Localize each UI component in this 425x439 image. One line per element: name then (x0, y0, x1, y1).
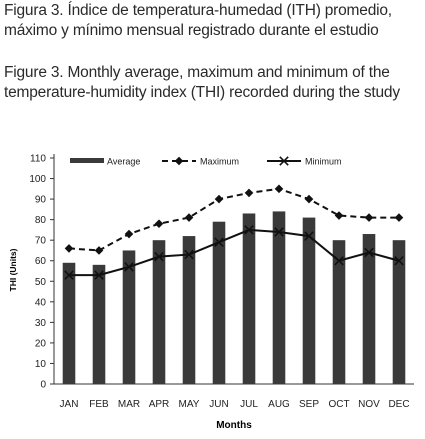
x-tick-label: DEC (388, 399, 409, 410)
y-tick-label: 60 (35, 256, 47, 267)
chart-legend: Average Maximum Minimum (70, 156, 342, 167)
y-tick-label: 30 (35, 318, 47, 329)
y-tick-label: 0 (40, 380, 46, 391)
marker-minimum (214, 237, 224, 248)
x-tick-label: JAN (60, 399, 79, 410)
x-tick-label: MAY (179, 399, 200, 410)
legend-label-average: Average (107, 157, 140, 167)
marker-minimum (364, 247, 374, 258)
marker-minimum (154, 251, 164, 262)
marker-minimum (124, 262, 134, 272)
bar-average (212, 221, 226, 384)
x-axis-label: Months (216, 420, 252, 431)
y-tick-label: 80 (35, 215, 47, 226)
marker-minimum (274, 227, 284, 237)
legend-marker-maximum (174, 156, 184, 166)
marker-minimum (334, 255, 344, 266)
marker-maximum (94, 246, 104, 255)
y-tick-label: 50 (35, 277, 47, 288)
marker-maximum (154, 219, 164, 229)
chart-axes (50, 154, 414, 385)
y-tick-label: 20 (35, 338, 47, 349)
marker-minimum (394, 255, 404, 266)
bar-average (122, 250, 136, 384)
x-tick-label: NOV (358, 399, 380, 410)
marker-minimum (304, 231, 314, 241)
series-lines (68, 187, 400, 277)
figure-caption-english: Figure 3. Monthly average, maximum and m… (4, 64, 400, 101)
legend-label-maximum: Maximum (200, 157, 239, 167)
line-minimum (69, 228, 400, 277)
bar-average (392, 240, 406, 384)
bar-average (62, 262, 76, 384)
y-tick-label: 70 (35, 236, 47, 247)
marker-maximum (394, 213, 404, 222)
marker-maximum (274, 184, 284, 194)
bar-average (332, 240, 346, 384)
marker-minimum (184, 249, 194, 260)
bar-average (152, 240, 166, 384)
marker-maximum (244, 188, 254, 198)
x-tick-label: FEB (89, 399, 109, 410)
y-tick-label: 100 (29, 174, 46, 185)
marker-maximum (364, 213, 374, 222)
legend-swatch-average (70, 158, 104, 163)
x-tick-label: JUL (240, 399, 258, 410)
y-tick-label: 10 (35, 359, 47, 370)
average-bars (62, 211, 406, 384)
marker-maximum (304, 194, 314, 204)
series-markers (64, 184, 404, 280)
y-tick-label: 40 (35, 297, 47, 308)
x-tick-label: MAR (118, 399, 140, 410)
marker-minimum (94, 270, 104, 280)
marker-maximum (184, 213, 194, 222)
marker-minimum (244, 225, 254, 235)
marker-maximum (124, 229, 134, 239)
figure-caption-spanish: Figura 3. Índice de temperatura-humedad … (4, 2, 392, 39)
line-maximum (68, 187, 399, 252)
x-tick-label: JUN (209, 399, 228, 410)
x-tick-label: AUG (268, 399, 290, 410)
x-tick-label: OCT (328, 399, 349, 410)
marker-maximum (64, 244, 74, 253)
marker-maximum (334, 211, 344, 220)
x-tick-label: APR (149, 399, 170, 410)
bar-average (92, 264, 106, 384)
y-tick-label: 90 (35, 195, 47, 206)
bar-average (272, 211, 286, 384)
legend-marker-minimum (279, 156, 289, 166)
marker-maximum (214, 194, 224, 204)
bar-average (362, 234, 376, 384)
bar-average (242, 213, 256, 384)
x-tick-label: SEP (299, 399, 319, 410)
y-axis-label: THI (Units) (8, 248, 18, 291)
marker-minimum (64, 270, 74, 280)
tick-labels: 0 10 20 30 40 50 60 70 80 90 100 110 JAN FEB MAR APR MAY… (29, 154, 409, 411)
legend-label-minimum: Minimum (305, 157, 342, 167)
bar-average (182, 236, 196, 384)
bar-average (302, 217, 316, 384)
y-tick-label: 110 (30, 154, 46, 165)
